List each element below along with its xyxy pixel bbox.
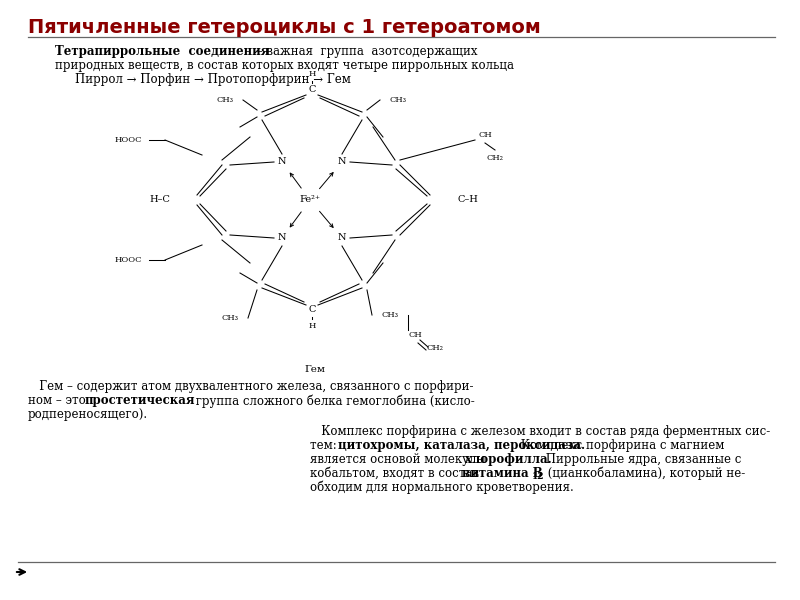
Text: N: N — [338, 157, 346, 166]
Text: Fe²⁺: Fe²⁺ — [299, 196, 321, 205]
Text: N: N — [278, 157, 286, 166]
Text: 12: 12 — [532, 472, 545, 481]
Text: природных веществ, в состав которых входят четыре пиррольных кольца: природных веществ, в состав которых вход… — [55, 59, 514, 72]
Text: CH: CH — [478, 131, 492, 139]
Text: Комплекс порфирина с железом входит в состав ряда ферментных сис-: Комплекс порфирина с железом входит в со… — [310, 425, 770, 438]
Text: C–H: C–H — [458, 196, 479, 205]
Text: N: N — [278, 233, 286, 242]
Text: витамина В: витамина В — [462, 467, 542, 480]
Text: CH₃: CH₃ — [390, 96, 406, 104]
Text: CH: CH — [408, 331, 422, 339]
Text: N: N — [338, 233, 346, 242]
Text: Пятичленные гетероциклы с 1 гетероатомом: Пятичленные гетероциклы с 1 гетероатомом — [28, 18, 541, 37]
Text: CH₃: CH₃ — [217, 96, 234, 104]
Text: Пиррольные ядра, связанные с: Пиррольные ядра, связанные с — [542, 453, 742, 466]
Text: HOOC: HOOC — [115, 136, 142, 144]
Text: C: C — [308, 85, 316, 94]
Text: хлорофилла.: хлорофилла. — [465, 453, 552, 466]
Text: Пиррол → Порфин → Протопорфирин → Гем: Пиррол → Порфин → Протопорфирин → Гем — [75, 73, 351, 86]
Text: Комплекс порфирина с магнием: Комплекс порфирина с магнием — [517, 439, 724, 452]
Text: группа сложного белка гемоглобина (кисло-: группа сложного белка гемоглобина (кисло… — [192, 394, 474, 407]
Text: обходим для нормального кроветворения.: обходим для нормального кроветворения. — [310, 481, 574, 494]
Text: H: H — [308, 322, 316, 330]
Text: является основой молекулы: является основой молекулы — [310, 453, 490, 466]
Text: ном – это: ном – это — [28, 394, 90, 407]
Text: CH₃: CH₃ — [222, 314, 238, 322]
Text: CH₂: CH₂ — [426, 344, 443, 352]
Text: простетическая: простетическая — [85, 394, 195, 407]
Text: HOOC: HOOC — [115, 256, 142, 264]
Text: H–C: H–C — [149, 196, 170, 205]
Text: тем:: тем: — [310, 439, 341, 452]
Text: Тетрапиррольные  соединения: Тетрапиррольные соединения — [55, 45, 270, 58]
Text: (цианкобаламина), который не-: (цианкобаламина), который не- — [544, 467, 746, 481]
Text: CH₂: CH₂ — [486, 154, 503, 162]
Text: родпереносящего).: родпереносящего). — [28, 408, 148, 421]
Text: Гем: Гем — [305, 365, 326, 374]
Text: C: C — [308, 305, 316, 314]
Text: CH₃: CH₃ — [382, 311, 398, 319]
Text: цитохромы, каталаза, пероксидаза.: цитохромы, каталаза, пероксидаза. — [338, 439, 585, 452]
Text: кобальтом, входят в состав: кобальтом, входят в состав — [310, 467, 482, 480]
Text: H: H — [308, 70, 316, 78]
Text: – важная  группа  азотсодержащих: – важная группа азотсодержащих — [253, 45, 478, 58]
Text: Гем – содержит атом двухвалентного железа, связанного с порфири-: Гем – содержит атом двухвалентного желез… — [28, 380, 474, 393]
